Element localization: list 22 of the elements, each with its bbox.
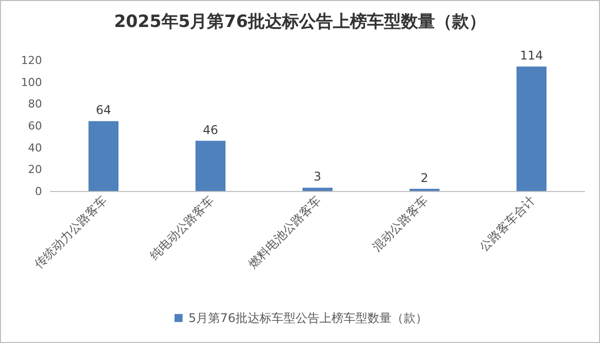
y-tick-label: 40 [28, 141, 42, 154]
bar [302, 188, 332, 191]
y-tick-label: 60 [28, 120, 42, 132]
data-label: 64 [96, 103, 112, 118]
y-tick-label: 80 [28, 98, 42, 111]
bar [196, 140, 226, 191]
legend-label: 5月第76批达标车型公告上榜车型数量（款） [188, 311, 428, 325]
x-tick-label: 燃料电池公路客车 [246, 193, 324, 272]
y-tick-label: 0 [35, 185, 42, 198]
data-label: 3 [314, 170, 322, 184]
bar [88, 121, 118, 191]
x-tick-label: 纯电动公路客车 [147, 193, 217, 263]
data-label: 46 [202, 122, 218, 137]
x-tick-label: 公路客车合计 [476, 193, 538, 254]
chart-title: 2025年5月第76批达标公告上榜车型数量（款） [114, 12, 486, 32]
y-tick-label: 120 [21, 54, 42, 67]
x-tick-label: 混动公路客车 [370, 193, 431, 254]
data-label: 2 [420, 170, 428, 185]
y-tick-label: 20 [28, 163, 42, 176]
data-label: 114 [520, 48, 543, 63]
y-tick-label: 100 [21, 76, 42, 89]
bar [516, 66, 546, 191]
